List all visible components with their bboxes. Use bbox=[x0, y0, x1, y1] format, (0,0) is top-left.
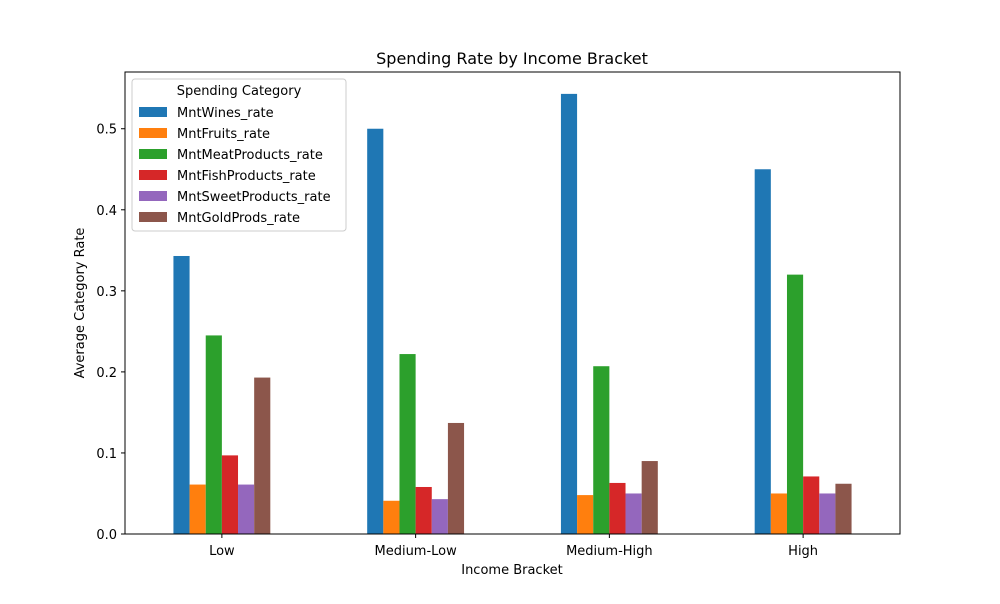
bar-mntfruits-rate-high bbox=[770, 493, 787, 534]
bar-mntfruits-rate-medium-low bbox=[383, 500, 400, 534]
legend-label: MntWines_rate bbox=[177, 106, 274, 121]
bar-mntfishproducts-rate-medium-low bbox=[415, 486, 432, 534]
x-tick-label: Medium-Low bbox=[374, 544, 457, 559]
legend-label: MntFruits_rate bbox=[177, 127, 270, 142]
x-tick-label: Medium-High bbox=[566, 544, 653, 559]
x-axis-label: Income Bracket bbox=[461, 563, 563, 578]
y-tick-label: 0.2 bbox=[96, 366, 117, 381]
bar-mntwines-rate-medium-low bbox=[367, 128, 384, 534]
bar-mntgoldprods-rate-medium-high bbox=[641, 461, 658, 534]
legend-swatch bbox=[139, 149, 167, 159]
legend-title: Spending Category bbox=[177, 84, 302, 99]
x-tick-label: High bbox=[788, 544, 818, 559]
bar-mntmeatproducts-rate-medium-high bbox=[593, 366, 610, 534]
bar-mntsweetproducts-rate-low bbox=[238, 484, 255, 534]
legend-label: MntMeatProducts_rate bbox=[177, 148, 323, 163]
legend-swatch bbox=[139, 191, 167, 201]
bars-layer bbox=[173, 93, 852, 534]
y-tick-label: 0.0 bbox=[96, 528, 117, 543]
y-axis-label: Average Category Rate bbox=[73, 228, 88, 379]
bar-mntmeatproducts-rate-medium-low bbox=[399, 354, 416, 534]
legend: Spending Category MntWines_rate MntFruits… bbox=[131, 78, 347, 232]
legend-swatch bbox=[139, 107, 167, 117]
y-tick-label: 0.5 bbox=[96, 123, 117, 138]
bar-mntfishproducts-rate-medium-high bbox=[609, 482, 626, 534]
bar-mntfishproducts-rate-high bbox=[803, 476, 820, 534]
x-axis: Low Medium-Low Medium-High High bbox=[209, 534, 818, 559]
y-tick-label: 0.4 bbox=[96, 204, 117, 219]
y-axis: 0.0 0.1 0.2 0.3 0.4 0.5 bbox=[96, 123, 125, 543]
y-tick-label: 0.1 bbox=[96, 447, 117, 462]
chart-title: Spending Rate by Income Bracket bbox=[376, 49, 648, 68]
bar-mntsweetproducts-rate-high bbox=[819, 493, 836, 534]
legend-label: MntGoldProds_rate bbox=[177, 211, 300, 226]
bar-mntfruits-rate-low bbox=[189, 484, 206, 534]
legend-box bbox=[131, 78, 347, 232]
plot-frame bbox=[124, 71, 901, 535]
bar-mntfishproducts-rate-low bbox=[221, 455, 239, 534]
bar-mntsweetproducts-rate-medium-low bbox=[431, 499, 448, 534]
legend-label: MntFishProducts_rate bbox=[177, 169, 316, 184]
bar-mntgoldprods-rate-medium-low bbox=[447, 422, 465, 534]
legend-swatch bbox=[139, 170, 167, 180]
bar-mntsweetproducts-rate-medium-high bbox=[625, 493, 642, 534]
bar-mntwines-rate-high bbox=[754, 169, 771, 534]
bar-mntmeatproducts-rate-high bbox=[786, 274, 804, 534]
bar-mntgoldprods-rate-low bbox=[254, 377, 271, 534]
legend-label: MntSweetProducts_rate bbox=[177, 190, 331, 205]
legend-swatch bbox=[139, 128, 167, 138]
bar-mntwines-rate-low bbox=[173, 255, 190, 534]
y-tick-label: 0.3 bbox=[96, 285, 117, 300]
bar-mntwines-rate-medium-high bbox=[560, 93, 578, 534]
bar-mntgoldprods-rate-high bbox=[835, 483, 852, 534]
x-tick-label: Low bbox=[209, 544, 235, 559]
bar-mntfruits-rate-medium-high bbox=[577, 495, 594, 534]
bar-mntmeatproducts-rate-low bbox=[205, 335, 222, 534]
legend-swatch bbox=[139, 212, 167, 222]
